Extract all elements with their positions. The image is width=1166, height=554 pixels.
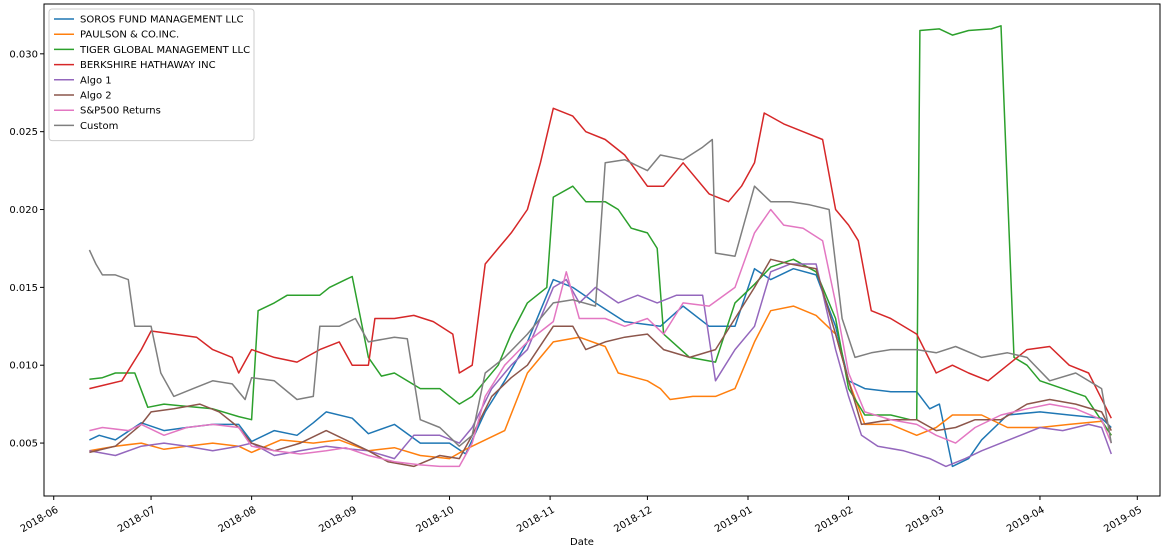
x-tick-label: 2018-10 xyxy=(415,505,457,535)
x-tick-label: 2018-11 xyxy=(515,505,557,535)
x-tick-label: 2019-01 xyxy=(713,505,755,535)
legend-entry: SOROS FUND MANAGEMENT LLC xyxy=(80,15,244,26)
x-tick-label: 2018-06 xyxy=(19,505,61,535)
y-tick-label: 0.005 xyxy=(9,439,38,450)
y-tick-label: 0.015 xyxy=(9,283,38,294)
x-tick-label: 2018-07 xyxy=(116,505,158,535)
legend-entry: Algo 1 xyxy=(80,75,112,86)
x-tick-label: 2019-04 xyxy=(1005,505,1047,535)
legend: SOROS FUND MANAGEMENT LLC PAULSON & CO.IN… xyxy=(48,8,255,142)
series-line-7 xyxy=(89,208,1112,468)
x-tick-label: 2018-08 xyxy=(217,505,259,535)
legend-entry: Algo 2 xyxy=(80,91,112,102)
y-tick-label: 0.010 xyxy=(9,361,38,372)
x-axis-title: Date xyxy=(570,537,594,548)
legend-box xyxy=(48,8,255,142)
plot-frame xyxy=(43,3,1161,497)
series-line-8 xyxy=(88,138,1113,447)
series-line-6 xyxy=(89,258,1112,468)
x-tick-label: 2019-03 xyxy=(904,505,946,535)
y-tick-label: 0.025 xyxy=(9,127,38,138)
series-line-2 xyxy=(89,305,1112,460)
legend-entry: BERKSHIRE HATHAWAY INC xyxy=(80,60,216,71)
series-line-4 xyxy=(89,107,1112,419)
series-line-3 xyxy=(89,25,1112,436)
x-tick-label: 2019-02 xyxy=(814,505,856,535)
legend-entry: PAULSON & CO.INC. xyxy=(80,30,179,41)
legend-entry: TIGER GLOBAL MANAGEMENT LLC xyxy=(79,45,250,56)
legend-entry: S&P500 Returns xyxy=(80,106,161,117)
x-tick-label: 2019-05 xyxy=(1102,505,1144,535)
y-tick-label: 0.020 xyxy=(9,205,38,216)
y-tick-label: 0.030 xyxy=(9,49,38,60)
legend-entry: Custom xyxy=(80,121,118,132)
x-tick-label: 2018-12 xyxy=(612,505,654,535)
series-layer xyxy=(88,25,1113,468)
x-tick-label: 2018-09 xyxy=(317,505,359,535)
